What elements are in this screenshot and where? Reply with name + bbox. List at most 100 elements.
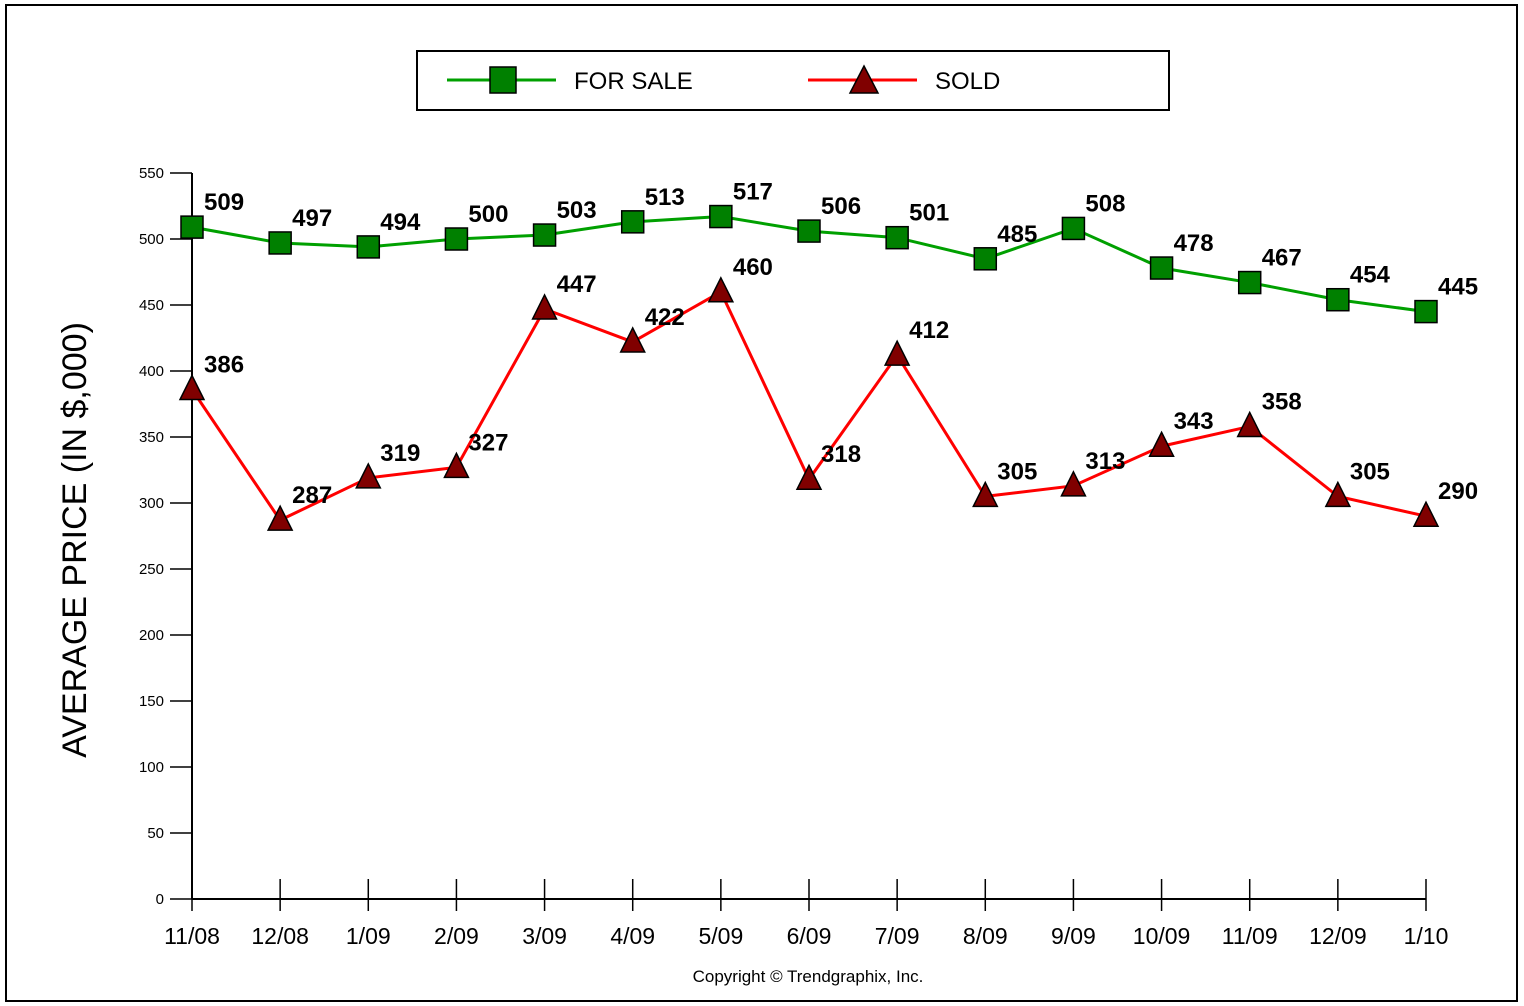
x-tick-label: 5/09 (698, 923, 743, 949)
data-label-for-sale: 454 (1350, 262, 1391, 289)
x-tick-label: 11/08 (164, 923, 220, 949)
marker-for-sale (709, 204, 733, 229)
data-label-sold: 318 (821, 441, 861, 468)
y-tick-label: 350 (139, 429, 164, 446)
marker-for-sale (356, 235, 381, 259)
data-label-sold: 358 (1262, 388, 1302, 415)
x-tick-label: 7/09 (875, 923, 920, 949)
marker-sold (1148, 430, 1175, 457)
marker-sold (1236, 410, 1263, 438)
legend-label-for-sale: FOR SALE (574, 68, 693, 95)
data-label-for-sale: 508 (1085, 190, 1125, 217)
y-tick-label: 0 (156, 891, 164, 908)
legend-marker-square (489, 66, 517, 94)
data-label-sold: 447 (557, 271, 597, 298)
marker-for-sale (1061, 216, 1086, 241)
data-label-sold: 386 (204, 351, 244, 378)
data-label-for-sale: 506 (821, 193, 861, 220)
marker-for-sale (885, 225, 909, 250)
marker-for-sale (620, 210, 645, 234)
data-label-for-sale: 445 (1438, 274, 1478, 301)
marker-for-sale (797, 219, 821, 243)
data-label-sold: 319 (380, 440, 420, 467)
y-ticks: 0 50 100 150 200 250 300 350 400 450 500 550 (139, 165, 192, 908)
marker-sold (266, 504, 294, 531)
data-label-sold: 305 (1350, 458, 1390, 485)
data-label-sold: 422 (645, 304, 685, 331)
marker-for-sale (1326, 287, 1350, 312)
marker-for-sale (1237, 270, 1262, 295)
marker-sold (531, 293, 558, 320)
marker-for-sale (1149, 256, 1174, 280)
y-tick-label: 550 (139, 165, 164, 182)
legend-marker-triangle (848, 64, 880, 94)
data-label-sold: 460 (733, 254, 773, 281)
data-labels: 509 497 494 500 503 513 517 506 501 485 508 478 467 4… (204, 179, 1478, 510)
marker-for-sale (180, 215, 204, 239)
data-label-for-sale: 501 (909, 200, 949, 227)
x-ticks: 11/08 12/08 1/09 2/09 3/09 4/09 5/09 6/09 7/09 8/… (164, 879, 1448, 949)
marker-sold (972, 480, 999, 508)
x-tick-label: 12/09 (1309, 923, 1367, 949)
x-tick-label: 9/09 (1051, 923, 1096, 949)
y-axis-title: AVERAGE PRICE (IN $,000) (56, 322, 94, 758)
data-label-sold: 412 (909, 317, 949, 344)
marker-sold (1060, 470, 1087, 497)
y-tick-label: 400 (139, 363, 164, 380)
marker-sold (707, 276, 735, 303)
series-layer (178, 204, 1440, 531)
marker-sold (443, 451, 470, 479)
x-tick-label: 3/09 (522, 923, 567, 949)
data-label-sold: 287 (292, 482, 332, 509)
legend-item-sold: SOLD (808, 64, 1000, 95)
data-label-for-sale: 467 (1262, 245, 1302, 272)
x-tick-label: 4/09 (610, 923, 655, 949)
data-label-for-sale: 478 (1174, 230, 1214, 257)
legend-label-sold: SOLD (935, 68, 1000, 95)
data-label-sold: 327 (468, 429, 508, 456)
legend-item-for-sale: FOR SALE (447, 66, 693, 95)
x-tick-label: 6/09 (787, 923, 832, 949)
y-tick-label: 300 (139, 495, 164, 512)
marker-for-sale (268, 231, 292, 255)
data-label-for-sale: 513 (645, 184, 685, 211)
marker-sold (355, 462, 382, 489)
y-tick-label: 500 (139, 231, 164, 248)
copyright-text: Copyright © Trendgraphix, Inc. (693, 967, 924, 986)
y-tick-label: 250 (139, 561, 164, 578)
data-label-sold: 343 (1174, 408, 1214, 435)
marker-sold (619, 326, 646, 353)
y-tick-label: 150 (139, 693, 164, 710)
marker-sold (1412, 500, 1440, 527)
data-label-for-sale: 485 (997, 221, 1037, 248)
x-tick-label: 11/09 (1222, 923, 1278, 949)
data-label-for-sale: 503 (557, 197, 597, 224)
x-tick-label: 8/09 (963, 923, 1008, 949)
marker-sold (178, 373, 206, 401)
data-label-sold: 313 (1085, 448, 1125, 475)
marker-for-sale (532, 223, 557, 247)
marker-for-sale (973, 247, 998, 271)
x-tick-label: 12/08 (251, 923, 309, 949)
chart-frame (5, 4, 1518, 1002)
y-tick-label: 100 (139, 759, 164, 776)
x-tick-label: 1/09 (346, 923, 391, 949)
data-label-for-sale: 509 (204, 189, 244, 216)
data-label-for-sale: 500 (468, 201, 508, 228)
marker-for-sale (444, 227, 469, 251)
legend: FOR SALE SOLD (416, 50, 1170, 111)
marker-sold (1324, 480, 1352, 508)
y-tick-label: 50 (147, 825, 164, 842)
x-tick-label: 1/10 (1404, 923, 1449, 949)
y-tick-label: 450 (139, 297, 164, 314)
marker-sold (883, 339, 911, 366)
data-label-sold: 305 (997, 458, 1037, 485)
data-label-for-sale: 494 (380, 209, 421, 236)
data-label-for-sale: 497 (292, 205, 332, 232)
y-tick-label: 200 (139, 627, 164, 644)
x-tick-label: 2/09 (434, 923, 479, 949)
data-label-sold: 290 (1438, 478, 1478, 505)
x-tick-label: 10/09 (1133, 923, 1191, 949)
marker-sold (795, 463, 823, 490)
